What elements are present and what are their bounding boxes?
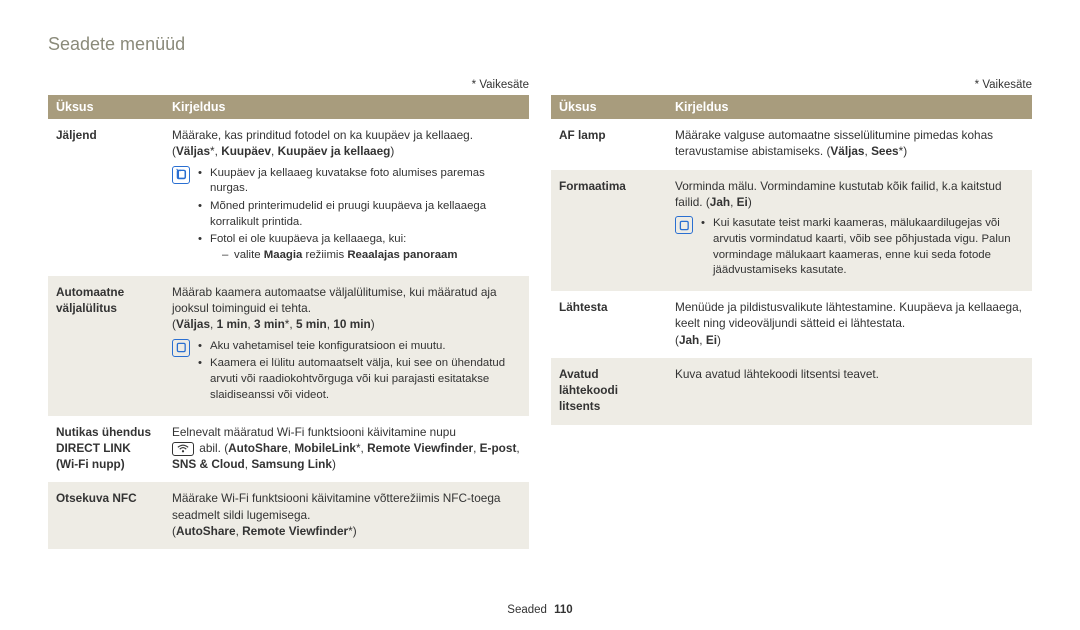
content-columns: * Vaikesäte Üksus Kirjeldus Jäljend Määr… — [48, 79, 1032, 549]
desc-text: Määrake, kas prinditud fotodel on ka kuu… — [172, 128, 473, 142]
item-desc: Menüüde ja pildistusvalikute lähtestamin… — [667, 291, 1032, 358]
opt: AutoShare — [228, 441, 288, 455]
footer-section: Seaded — [507, 604, 547, 616]
opt: Väljas — [176, 317, 210, 331]
opt: E-post — [480, 441, 517, 455]
item-desc: Määrake valguse automaatne sisselülitumi… — [667, 119, 1032, 170]
table-row: AF lamp Määrake valguse automaatne sisse… — [551, 119, 1032, 170]
item-name: Automaatne väljalülitus — [48, 276, 164, 416]
desc-text: Määrake Wi-Fi funktsiooni käivitamine võ… — [172, 490, 521, 523]
item-desc: Määrake Wi-Fi funktsiooni käivitamine võ… — [164, 482, 529, 549]
settings-table-right: Üksus Kirjeldus AF lamp Määrake valguse … — [551, 95, 1032, 425]
item-desc: Vorminda mälu. Vormindamine kustutab kõi… — [667, 170, 1032, 291]
desc-text: Eelnevalt määratud Wi-Fi funktsiooni käi… — [172, 424, 521, 440]
opt: Väljas — [830, 144, 864, 158]
note-icon — [172, 166, 190, 184]
opt: MobileLink — [294, 441, 356, 455]
bold-word: Maagia — [264, 249, 303, 261]
opt: 1 min — [217, 317, 248, 331]
note-bullet: Kui kasutate teist marki kaameras, mäluk… — [701, 216, 1024, 279]
footer-page: 110 — [554, 604, 573, 616]
item-name: AF lamp — [551, 119, 667, 170]
item-name: Formaatima — [551, 170, 667, 291]
opt: Sees — [871, 144, 899, 158]
item-desc: Kuva avatud lähtekoodi litsentsi teavet. — [667, 358, 1032, 425]
note-bullet: Aku vahetamisel teie konfiguratsioon ei … — [198, 339, 521, 355]
opt: Remote Viewfinder — [367, 441, 473, 455]
bold-word: Reaalajas panoraam — [347, 249, 457, 261]
note-icon — [172, 339, 190, 357]
settings-table-left: Üksus Kirjeldus Jäljend Määrake, kas pri… — [48, 95, 529, 549]
note-icon — [675, 216, 693, 234]
note-bullet: Kaamera ei lülitu automaatselt välja, ku… — [198, 356, 521, 403]
note-body: Aku vahetamisel teie konfiguratsioon ei … — [198, 339, 521, 406]
item-name: Otsekuva NFC — [48, 482, 164, 549]
table-row: Formaatima Vorminda mälu. Vormindamine k… — [551, 170, 1032, 291]
item-desc: Määrab kaamera automaatse väljalülitumis… — [164, 276, 529, 416]
col-header-item: Üksus — [551, 95, 667, 119]
item-name: Nutikas ühendus DIRECT LINK (Wi-Fi nupp) — [48, 416, 164, 483]
table-row: Nutikas ühendus DIRECT LINK (Wi-Fi nupp)… — [48, 416, 529, 483]
left-column: * Vaikesäte Üksus Kirjeldus Jäljend Määr… — [48, 79, 529, 549]
note-body: Kuupäev ja kellaaeg kuvatakse foto alumi… — [198, 166, 521, 266]
item-name: Avatud lähtekoodi litsents — [551, 358, 667, 425]
table-row: Avatud lähtekoodi litsents Kuva avatud l… — [551, 358, 1032, 425]
col-header-desc: Kirjeldus — [164, 95, 529, 119]
opt: Samsung Link — [251, 457, 332, 471]
opt: Kuupäev — [221, 144, 271, 158]
opt: Ei — [737, 195, 748, 209]
note-bullet: Mõned printerimudelid ei pruugi kuupäeva… — [198, 199, 521, 230]
table-row: Jäljend Määrake, kas prinditud fotodel o… — [48, 119, 529, 276]
desc-text: Menüüde ja pildistusvalikute lähtestamin… — [675, 299, 1024, 332]
note-body: Kui kasutate teist marki kaameras, mäluk… — [701, 216, 1024, 281]
opt: Jah — [710, 195, 730, 209]
item-desc: Määrake, kas prinditud fotodel on ka kuu… — [164, 119, 529, 276]
default-note: * Vaikesäte — [551, 79, 1032, 91]
note-text: Fotol ei ole kuupäeva ja kellaaega, kui: — [210, 233, 406, 245]
right-column: * Vaikesäte Üksus Kirjeldus AF lamp Määr… — [551, 79, 1032, 549]
opt: Jah — [679, 333, 699, 347]
table-row: Automaatne väljalülitus Määrab kaamera a… — [48, 276, 529, 416]
table-row: Otsekuva NFC Määrake Wi-Fi funktsiooni k… — [48, 482, 529, 549]
desc-text: abil. — [196, 441, 224, 455]
opt: 10 min — [333, 317, 370, 331]
opt: AutoShare — [176, 524, 236, 538]
opt: Kuupäev ja kellaaeg — [278, 144, 391, 158]
item-name: Jäljend — [48, 119, 164, 276]
desc-text: Määrab kaamera automaatse väljalülitumis… — [172, 284, 521, 317]
item-desc: Eelnevalt määratud Wi-Fi funktsiooni käi… — [164, 416, 529, 483]
table-row: Lähtesta Menüüde ja pildistusvalikute lä… — [551, 291, 1032, 358]
page-title: Seadete menüüd — [48, 34, 1032, 55]
note-sub-bullet: valite Maagia režiimis Reaalajas panoraa… — [222, 248, 521, 264]
opt: 3 min — [254, 317, 285, 331]
default-note: * Vaikesäte — [48, 79, 529, 91]
opt: 5 min — [296, 317, 327, 331]
col-header-item: Üksus — [48, 95, 164, 119]
opt: Remote Viewfinder — [242, 524, 348, 538]
opt: Ei — [706, 333, 717, 347]
opt: Väljas — [176, 144, 210, 158]
opt: SNS & Cloud — [172, 457, 245, 471]
page-footer: Seaded 110 — [0, 604, 1080, 616]
item-name: Lähtesta — [551, 291, 667, 358]
col-header-desc: Kirjeldus — [667, 95, 1032, 119]
note-bullet: Kuupäev ja kellaaeg kuvatakse foto alumi… — [198, 166, 521, 197]
note-bullet: Fotol ei ole kuupäeva ja kellaaega, kui:… — [198, 232, 521, 263]
wifi-icon — [172, 442, 194, 456]
